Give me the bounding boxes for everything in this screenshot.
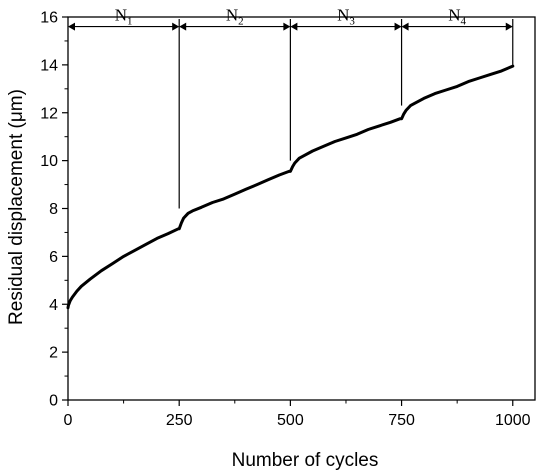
phase-arrow-head-left <box>179 22 187 31</box>
y-tick-label: 12 <box>40 105 58 122</box>
y-tick-label: 2 <box>49 345 58 362</box>
data-layer <box>66 64 515 310</box>
x-axis-title: Number of cycles <box>232 450 379 471</box>
x-tick-label: 750 <box>388 412 415 429</box>
phase-annotations: N1 N2 N3 N4 <box>68 6 514 209</box>
y-tick-label: 4 <box>49 297 58 314</box>
y-tick-label: 10 <box>40 153 58 170</box>
y-tick-label: 14 <box>40 57 58 74</box>
phase-label: N4 <box>448 6 466 28</box>
plot-frame <box>67 16 536 401</box>
phase-arrow-head-left <box>401 22 409 31</box>
phase-arrow-head-right <box>505 22 513 31</box>
phase-arrow-head-right <box>172 22 180 31</box>
plot-area <box>67 16 536 401</box>
y-tick-label: 0 <box>49 393 58 410</box>
x-tick-label: 250 <box>166 412 193 429</box>
x-tick-label: 0 <box>64 412 73 429</box>
phase-arrow-head-right <box>394 22 402 31</box>
phase-label: N3 <box>337 6 355 28</box>
y-tick-label: 8 <box>49 201 58 218</box>
y-tick-label: 16 <box>40 10 58 27</box>
phase-arrow-head-left <box>290 22 298 31</box>
x-tick-label: 1000 <box>495 412 531 429</box>
phase-arrow-head-left <box>68 22 75 31</box>
axes: 0 250 500 750 1000 0 2 4 6 8 10 12 14 16 <box>40 10 530 430</box>
series-line <box>66 64 515 310</box>
phase-label: N1 <box>115 6 133 28</box>
y-axis-title: Residual displacement (μm) <box>6 89 27 325</box>
y-tick-label: 6 <box>49 249 58 266</box>
phase-label: N2 <box>226 6 244 28</box>
x-tick-label: 500 <box>277 412 304 429</box>
phase-arrow-head-right <box>283 22 291 31</box>
